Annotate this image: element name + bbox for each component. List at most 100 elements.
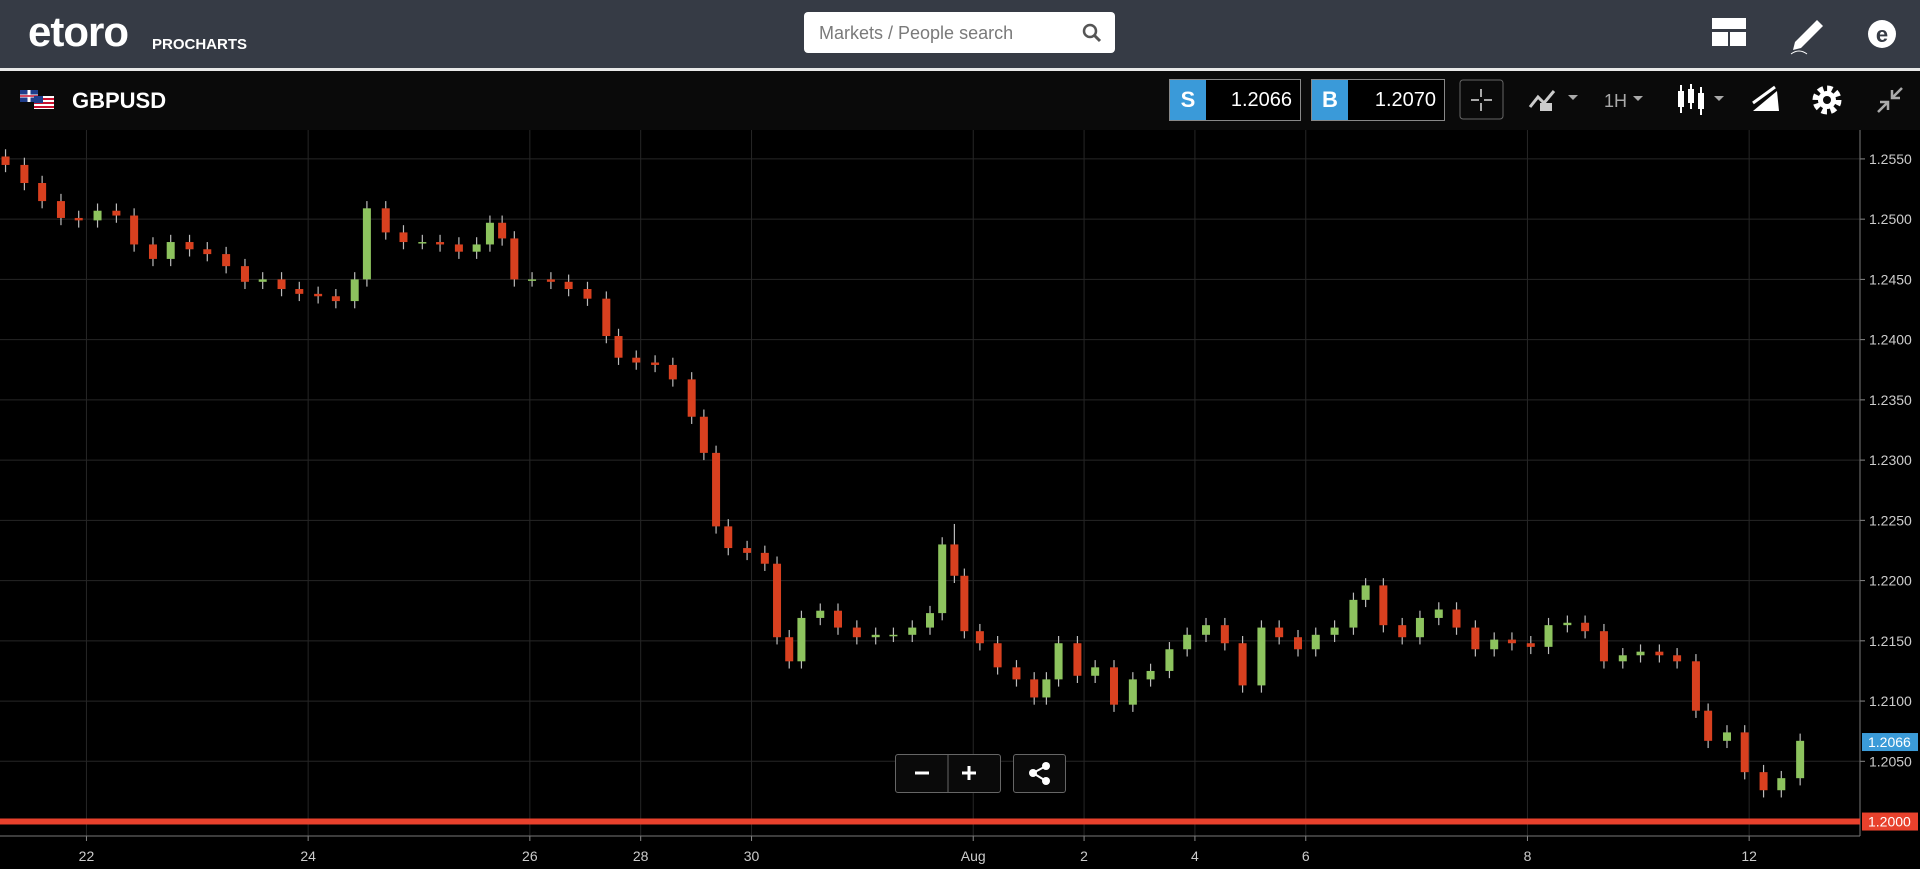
candle-body — [724, 526, 733, 549]
candle-body — [510, 238, 519, 280]
header-separator — [0, 68, 1920, 71]
y-tick-label: 1.2450 — [1869, 271, 1912, 287]
candle-body — [148, 244, 157, 259]
x-tick-label: 4 — [1191, 848, 1199, 864]
crosshair-button[interactable] — [1459, 79, 1505, 121]
layout-icon[interactable] — [1711, 17, 1751, 49]
y-tick-label: 1.2200 — [1869, 573, 1912, 589]
candle-body — [1673, 655, 1682, 662]
x-tick-label: 26 — [522, 848, 538, 864]
candle-body — [1349, 599, 1358, 628]
candle-body — [1434, 609, 1443, 618]
candle-body — [1275, 627, 1284, 638]
candle-body — [1238, 643, 1247, 686]
y-tick-label: 1.2100 — [1869, 693, 1912, 709]
candle-body — [1294, 637, 1303, 650]
candle-body — [1618, 655, 1627, 662]
share-button[interactable] — [1013, 754, 1066, 793]
x-tick-label: 22 — [79, 848, 95, 864]
zoom-icons — [915, 755, 976, 792]
candle-body — [166, 242, 175, 259]
candle-body — [1544, 625, 1553, 647]
candle-body — [975, 631, 984, 644]
candle-body — [699, 416, 708, 453]
zoom-in[interactable] — [962, 766, 976, 780]
y-tick-label: 1.2550 — [1869, 151, 1912, 167]
header: etoro PROCHARTS Markets / People search … — [0, 0, 1920, 68]
candle-body — [889, 634, 898, 637]
chart-type-button[interactable] — [1674, 83, 1734, 117]
drawing-button[interactable] — [1751, 85, 1781, 115]
candle-body — [498, 222, 507, 239]
indicators-button[interactable] — [1526, 85, 1586, 115]
search-icon — [1082, 23, 1102, 43]
candle-body — [712, 452, 721, 527]
candle-body — [668, 364, 677, 380]
candle-body — [1777, 778, 1786, 791]
candle-body — [1202, 625, 1211, 635]
search-box[interactable]: Markets / People search — [804, 12, 1115, 53]
candle-body — [583, 289, 592, 299]
candle-body — [472, 244, 481, 252]
candle-body — [1526, 643, 1535, 647]
symbol: GBPUSD — [72, 88, 167, 113]
x-tick-label: 28 — [633, 848, 649, 864]
candle-body — [926, 613, 934, 628]
candle-body — [833, 610, 842, 628]
x-tick-label: 24 — [300, 848, 316, 864]
candle-body — [1311, 634, 1320, 650]
candle-body — [651, 362, 660, 365]
sell-label: S — [1170, 80, 1206, 120]
logo[interactable]: etoro — [28, 8, 129, 55]
candle-body — [38, 183, 47, 202]
candle-body — [546, 279, 555, 282]
candle-body — [785, 637, 794, 662]
candle-body — [258, 279, 267, 282]
y-tick-label: 1.2050 — [1869, 753, 1912, 769]
candle-body — [1722, 732, 1731, 741]
sell-price: 1.2066 — [1230, 89, 1292, 111]
candle-body — [960, 575, 969, 632]
candle-body — [1042, 679, 1051, 698]
svg-text:e: e — [1876, 22, 1888, 47]
candle-body — [528, 279, 537, 281]
candle-body — [1183, 634, 1192, 650]
candle-body — [203, 249, 212, 255]
x-tick-label: 30 — [744, 848, 760, 864]
candle-body — [1490, 639, 1499, 650]
settings-button[interactable] — [1811, 84, 1843, 116]
candle-body — [1110, 667, 1119, 705]
price-tag — [1862, 812, 1918, 831]
candle-body — [1128, 679, 1137, 705]
candle-body — [362, 208, 371, 280]
candle-body — [1636, 651, 1645, 656]
candle-body — [418, 242, 427, 244]
x-tick-label: Aug — [961, 848, 986, 864]
candle-body — [1796, 740, 1805, 779]
sell-button[interactable]: S 1.2066 — [1169, 79, 1301, 121]
y-tick-label: 1.2350 — [1869, 392, 1912, 408]
candle-body — [1471, 627, 1480, 650]
candle-body — [1740, 732, 1749, 773]
candle-body — [1655, 651, 1664, 656]
timeframe[interactable]: 1H — [1604, 91, 1628, 111]
edit-icon[interactable] — [1787, 12, 1827, 56]
candle-body — [20, 164, 29, 184]
candle-body — [950, 544, 959, 576]
candle-body — [687, 379, 696, 417]
candle-body — [1073, 643, 1082, 676]
profile-icon[interactable]: e — [1862, 12, 1906, 56]
candle-body — [1415, 617, 1424, 638]
candle-body — [1330, 627, 1339, 635]
collapse-button[interactable] — [1874, 84, 1906, 116]
buy-button[interactable]: B 1.2070 — [1311, 79, 1445, 121]
candle-body — [350, 279, 359, 302]
candle-body — [632, 357, 641, 363]
candle-body — [185, 242, 194, 250]
price-tag-label: 1.2066 — [1868, 734, 1911, 750]
candle-body — [1581, 622, 1590, 632]
candle-body — [485, 222, 494, 245]
candle-body — [1, 156, 10, 165]
chart-background — [0, 130, 1920, 869]
candle-body — [130, 215, 139, 245]
